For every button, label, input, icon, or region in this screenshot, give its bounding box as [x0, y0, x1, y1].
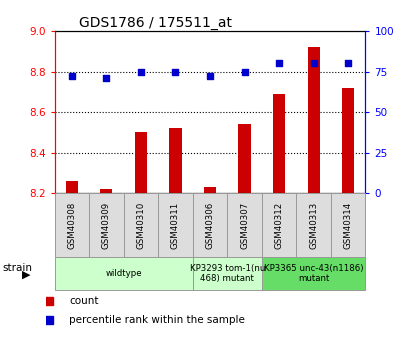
Bar: [55, 193, 89, 257]
Text: KP3293 tom-1(nu
468) mutant: KP3293 tom-1(nu 468) mutant: [189, 264, 265, 283]
Bar: [169, 128, 181, 193]
Bar: [100, 189, 113, 193]
Text: GSM40306: GSM40306: [205, 201, 215, 249]
Text: GDS1786 / 175511_at: GDS1786 / 175511_at: [79, 16, 232, 30]
Bar: [262, 257, 365, 290]
Point: [345, 61, 352, 66]
Bar: [239, 124, 251, 193]
Bar: [89, 193, 123, 257]
Bar: [331, 193, 365, 257]
Text: GSM40307: GSM40307: [240, 201, 249, 249]
Point: [68, 74, 75, 79]
Text: KP3365 unc-43(n1186)
mutant: KP3365 unc-43(n1186) mutant: [264, 264, 363, 283]
Bar: [135, 132, 147, 193]
Text: GSM40313: GSM40313: [309, 201, 318, 249]
Point: [138, 69, 144, 74]
Bar: [204, 187, 216, 193]
Text: wildtype: wildtype: [105, 269, 142, 278]
Point: [172, 69, 179, 74]
Bar: [262, 193, 297, 257]
Point: [241, 69, 248, 74]
Text: GSM40311: GSM40311: [171, 201, 180, 249]
Bar: [123, 193, 158, 257]
Point: [207, 74, 213, 79]
Bar: [227, 193, 262, 257]
Bar: [342, 88, 354, 193]
Bar: [297, 193, 331, 257]
Bar: [307, 47, 320, 193]
Bar: [66, 181, 78, 193]
Text: GSM40308: GSM40308: [67, 201, 76, 249]
Bar: [193, 257, 262, 290]
Point: [276, 61, 282, 66]
Text: ▶: ▶: [22, 270, 30, 280]
Text: GSM40312: GSM40312: [275, 201, 284, 249]
Text: GSM40309: GSM40309: [102, 201, 111, 249]
Point: [103, 75, 110, 81]
Text: count: count: [69, 296, 99, 306]
Text: strain: strain: [2, 264, 32, 274]
Point: [310, 61, 317, 66]
Text: GSM40314: GSM40314: [344, 201, 353, 249]
Text: percentile rank within the sample: percentile rank within the sample: [69, 315, 245, 325]
Bar: [273, 94, 285, 193]
Bar: [55, 257, 193, 290]
Bar: [193, 193, 227, 257]
Bar: [158, 193, 193, 257]
Text: GSM40310: GSM40310: [136, 201, 145, 249]
